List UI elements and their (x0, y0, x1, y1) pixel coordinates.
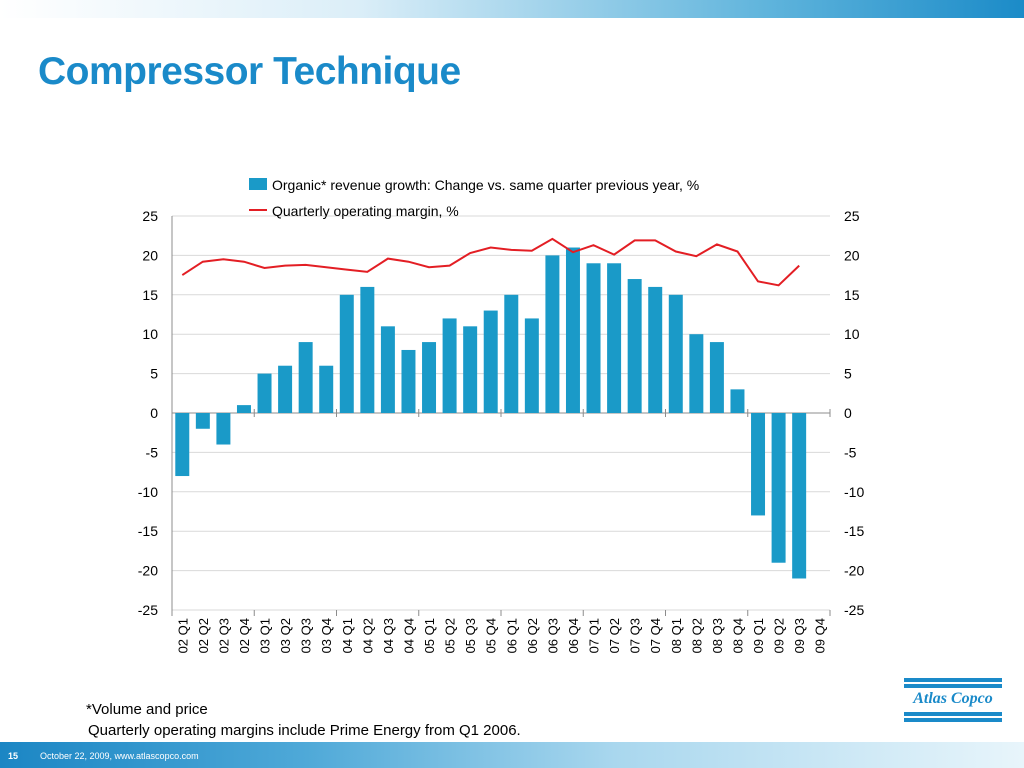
legend-swatch-bar (249, 178, 267, 190)
x-tick-label: 05 Q3 (463, 618, 478, 653)
combo-chart: 25 25 20 20 15 15 10 10 5 5 0 0 -5 -5 -10 -10 -15 -15 -20 -… (138, 177, 865, 653)
y-tick-label-left: 10 (142, 326, 158, 342)
bar (627, 279, 642, 413)
x-tick-label: 08 Q3 (710, 618, 725, 653)
x-tick-label: 09 Q3 (792, 618, 807, 653)
y-tick-label-left: -25 (138, 602, 158, 618)
y-tick-label-right: 20 (844, 247, 860, 263)
atlas-copco-logo: Atlas Copco (904, 678, 1002, 722)
x-tick-label: 02 Q2 (196, 618, 211, 653)
x-tick-label: 08 Q2 (689, 618, 704, 653)
x-tick-label: 08 Q1 (669, 618, 684, 653)
y-tick-label-left: 15 (142, 287, 158, 303)
x-tick-label: 02 Q3 (216, 618, 231, 653)
y-tick-label-left: -20 (138, 563, 158, 579)
bar (236, 405, 251, 413)
bar (607, 263, 622, 413)
bar (689, 334, 704, 413)
x-tick-label: 07 Q4 (648, 618, 663, 653)
footer-band (0, 742, 1024, 768)
y-tick-label-right: -20 (844, 563, 864, 579)
bar (524, 318, 539, 413)
y-tick-label-left: -15 (138, 523, 158, 539)
logo-wordmark: Atlas Copco (904, 690, 1002, 708)
y-tick-label-right: 15 (844, 287, 860, 303)
bar (422, 342, 437, 413)
bar (463, 326, 478, 413)
x-tick-label: 04 Q2 (360, 618, 375, 653)
x-tick-label: 06 Q3 (545, 618, 560, 653)
y-tick-label-left: 20 (142, 247, 158, 263)
x-tick-label: 08 Q4 (730, 618, 745, 653)
top-gradient-band (0, 0, 1024, 18)
x-tick-label: 07 Q3 (628, 618, 643, 653)
x-tick-label: 03 Q1 (258, 618, 273, 653)
bar (216, 413, 231, 445)
x-tick-label: 09 Q1 (751, 618, 766, 653)
x-tick-label: 07 Q1 (587, 618, 602, 653)
bar (380, 326, 395, 413)
bar (565, 247, 580, 413)
x-tick-label: 04 Q3 (381, 618, 396, 653)
bar (545, 255, 560, 413)
y-tick-label-right: -5 (844, 444, 857, 460)
x-tick-label: 04 Q4 (401, 618, 416, 653)
x-tick-label: 03 Q2 (278, 618, 293, 653)
x-tick-label: 04 Q1 (340, 618, 355, 653)
y-tick-label-right: 10 (844, 326, 860, 342)
bar (483, 310, 498, 413)
x-tick-label: 06 Q1 (504, 618, 519, 653)
bar (730, 389, 745, 413)
footnote-prime-energy: Quarterly operating margins include Prim… (88, 722, 521, 739)
legend-label-bar: Organic* revenue growth: Change vs. same… (272, 177, 699, 193)
legend-label-line: Quarterly operating margin, % (272, 203, 459, 219)
x-tick-label: 07 Q2 (607, 618, 622, 653)
x-tick-label: 03 Q3 (299, 618, 314, 653)
bar (175, 413, 190, 477)
bar (648, 286, 663, 413)
bar (586, 263, 601, 413)
bar (298, 342, 313, 413)
bar (339, 294, 354, 413)
y-tick-label-left: 0 (150, 405, 158, 421)
bar (442, 318, 457, 413)
bar (257, 373, 272, 413)
y-tick-label-left: 25 (142, 208, 158, 224)
x-tick-label: 05 Q4 (484, 618, 499, 653)
x-tick-label: 03 Q4 (319, 618, 334, 653)
x-tick-label: 06 Q2 (525, 618, 540, 653)
y-tick-label-right: -15 (844, 523, 864, 539)
x-tick-label: 09 Q2 (772, 618, 787, 653)
bar (792, 413, 807, 579)
bar (278, 365, 293, 413)
y-tick-label-left: -5 (146, 444, 159, 460)
margin-line (181, 237, 800, 287)
x-tick-label: 09 Q4 (813, 618, 828, 653)
x-tick-label: 06 Q4 (566, 618, 581, 653)
page-number: 15 (8, 751, 19, 761)
x-tick-label: 02 Q1 (175, 618, 190, 653)
bar (668, 294, 683, 413)
bar (195, 413, 210, 429)
bar (360, 286, 375, 413)
x-tick-label: 05 Q1 (422, 618, 437, 653)
x-tick-label: 02 Q4 (237, 618, 252, 653)
y-tick-label-right: -25 (844, 602, 864, 618)
bar (751, 413, 766, 516)
x-tick-label: 05 Q2 (443, 618, 458, 653)
footnote-volume-price: *Volume and price (86, 701, 208, 718)
y-tick-label-right: 5 (844, 366, 852, 382)
bar (504, 294, 519, 413)
y-tick-label-right: 25 (844, 208, 860, 224)
bar (319, 365, 334, 413)
bar (709, 342, 724, 413)
y-tick-label-right: -10 (844, 484, 864, 500)
footer-date-url: October 22, 2009, www.atlascopco.com (40, 751, 199, 761)
y-tick-label-left: 5 (150, 366, 158, 382)
bar (401, 349, 416, 413)
slide-title: Compressor Technique (38, 50, 461, 93)
bar (771, 413, 786, 563)
y-tick-label-right: 0 (844, 405, 852, 421)
y-tick-label-left: -10 (138, 484, 158, 500)
